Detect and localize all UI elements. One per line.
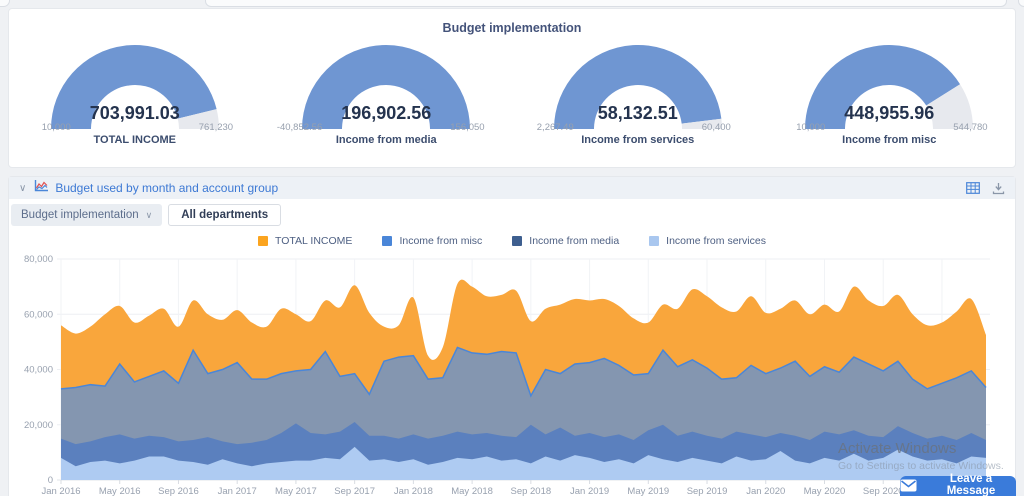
gauge-arc [50,44,219,129]
gauge-income-misc: 448,955.96 Income from misc 10,000 544,7… [764,39,1016,167]
stacked-area-chart[interactable]: 0 20,000 40,000 60,000 80,000 Jan 2016 May 201… [9,251,1017,496]
svg-text:0: 0 [48,475,53,486]
svg-text:Jan 2019: Jan 2019 [570,486,609,496]
legend-swatch [512,236,523,246]
gauge-min: -40,852.56 [276,122,323,133]
chevron-down-icon[interactable]: ∨ [19,182,27,194]
legend-item-income-media[interactable]: Income from media [512,235,619,247]
gauge-arc [805,45,974,130]
gauge-min: 10,000 [41,122,71,133]
budget-implementation-panel: Budget implementation 703,991.03 TOTAL I… [8,8,1016,168]
gauge-arc [553,44,722,130]
legend-item-income-misc[interactable]: Income from misc [382,235,482,247]
budget-by-month-panel: ∨ Budget used by month and account group [8,176,1016,496]
svg-text:Sep 2018: Sep 2018 [510,486,551,496]
gauge-label: Income from media [335,134,437,146]
svg-text:Jan 2017: Jan 2017 [218,486,257,496]
gauge-max: 761,230 [198,122,234,133]
envelope-icon [900,479,917,492]
gauge-arc [302,45,471,129]
chevron-down-icon: ∨ [145,209,153,220]
download-icon[interactable] [992,182,1005,195]
svg-text:80,000: 80,000 [24,254,53,265]
gauge-income-media: 196,902.56 Income from media -40,852.56 … [261,39,513,167]
legend-swatch [649,236,660,246]
gauge-min: 10,000 [796,122,826,133]
all-departments-button[interactable]: All departments [168,204,282,226]
gauge-row: 703,991.03 TOTAL INCOME 10,000 761,230 1… [9,39,1015,167]
chart-controls: Budget implementation ∨ All departments [11,204,282,226]
gauge-income-services: 58,132.51 Income from services 2,267.49 … [512,39,764,167]
gauge-value: 58,132.51 [597,103,678,123]
legend-label: TOTAL INCOME [275,235,353,247]
svg-text:May 2017: May 2017 [275,486,317,496]
svg-text:May 2019: May 2019 [627,486,669,496]
browser-chrome-remnant [0,0,10,7]
measure-dropdown-label: Budget implementation [21,209,139,221]
gauge-value: 703,991.03 [89,103,180,123]
svg-text:Sep 2016: Sep 2016 [158,486,199,496]
svg-text:Jan 2020: Jan 2020 [746,486,785,496]
legend-label: Income from media [529,235,620,247]
gauge-max: 60,400 [701,122,731,133]
svg-text:May 2020: May 2020 [804,486,846,496]
gauge-max: 544,780 [953,122,988,133]
legend-item-income-services[interactable]: Income from services [649,235,766,247]
gauge-value: 448,955.96 [844,103,935,123]
gauge-max: 156,050 [450,122,485,133]
browser-chrome-remnant [1018,0,1024,7]
line-chart-icon [34,179,49,197]
panel-title: Budget implementation [442,21,582,35]
svg-text:Jan 2018: Jan 2018 [394,486,433,496]
gauge-label: Income from misc [842,134,937,146]
leave-a-message-button[interactable]: Leave a Message [900,473,1016,496]
svg-text:20,000: 20,000 [24,420,53,431]
legend-swatch [258,236,269,246]
svg-text:40,000: 40,000 [24,365,53,376]
svg-text:May 2016: May 2016 [99,486,141,496]
legend-item-total-income[interactable]: TOTAL INCOME [258,235,352,247]
chat-button-label: Leave a Message [946,473,996,496]
legend-label: Income from misc [399,235,483,247]
gauge-min: 2,267.49 [536,122,574,133]
svg-text:May 2018: May 2018 [451,486,493,496]
gauge-label: Income from services [581,134,695,146]
gauge-value: 196,902.56 [341,103,432,123]
chart-legend: TOTAL INCOME Income from misc Income fro… [9,235,1015,247]
chart-panel-title[interactable]: Budget used by month and account group [55,181,279,195]
browser-chrome-remnant [205,0,1007,7]
gauge-total-income: 703,991.03 TOTAL INCOME 10,000 761,230 [9,39,261,167]
svg-text:60,000: 60,000 [24,309,53,320]
legend-swatch [382,236,393,246]
measure-dropdown[interactable]: Budget implementation ∨ [11,204,163,226]
svg-text:Sep 2017: Sep 2017 [334,486,375,496]
chart-panel-header: ∨ Budget used by month and account group [9,177,1015,199]
table-grid-icon[interactable] [966,182,980,194]
svg-text:Sep 2020: Sep 2020 [863,486,904,496]
gauge-label: TOTAL INCOME [93,134,177,146]
svg-text:Jan 2016: Jan 2016 [41,486,80,496]
legend-label: Income from services [666,235,766,247]
svg-text:Sep 2019: Sep 2019 [687,486,728,496]
